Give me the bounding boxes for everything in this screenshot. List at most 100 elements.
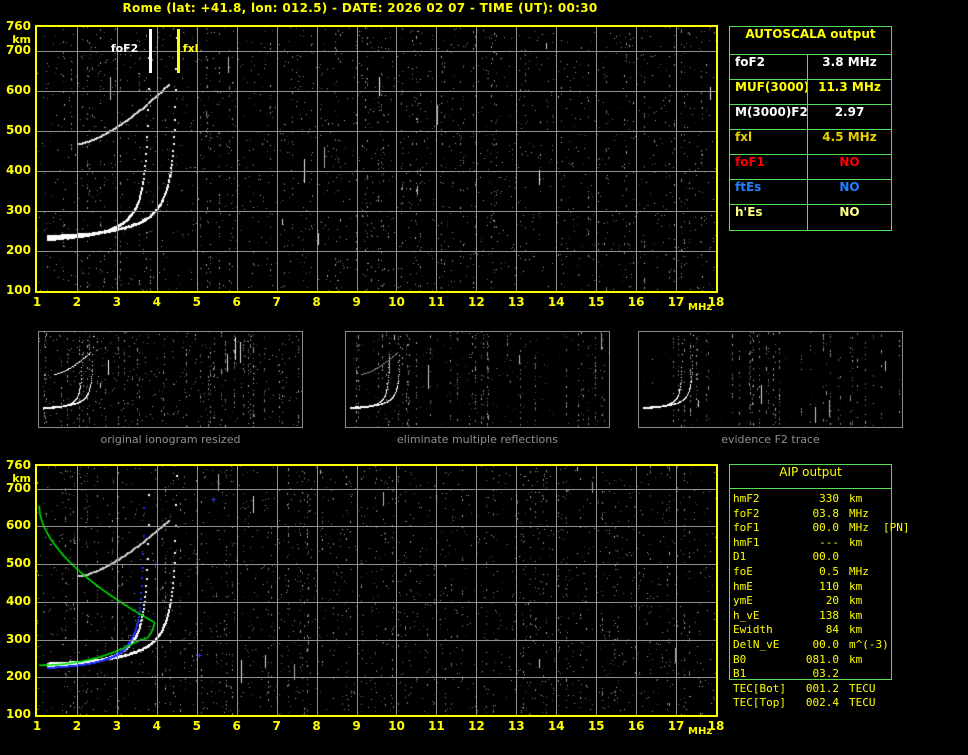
gridline-vertical [236, 466, 238, 715]
aip-rows: hmF2 330 km foF2 03.8 MHz foF1 00.0 MHz [PN] hmF1 -… [729, 492, 959, 711]
gridline-vertical [196, 466, 198, 715]
gridline-vertical [356, 466, 358, 715]
y-axis-tick-label: 700 [5, 480, 31, 495]
autoscala-row: foF1 NO [730, 155, 891, 180]
aip-param-unit: MHz [849, 521, 869, 535]
thumbnail-original-ionogram-resized[interactable] [38, 331, 303, 428]
thumbnail-caption-2: evidence F2 trace [721, 433, 820, 446]
x-axis-tick-label: 3 [112, 295, 122, 309]
x-axis-unit-label: MHz [688, 726, 713, 737]
y-axis-tick-label: 600 [5, 83, 31, 97]
x-axis-tick-label: 2 [72, 719, 82, 733]
thumbnail-caption-1: eliminate multiple reflections [397, 433, 558, 446]
gridline-horizontal [37, 251, 716, 252]
aip-param-name: B1 [733, 667, 747, 681]
x-axis-tick-label: 7 [272, 719, 281, 733]
aip-param-name: ymE [733, 594, 753, 608]
autoscala-param-value: 4.5 MHz [822, 130, 877, 144]
x-axis-tick-label: 5 [192, 719, 201, 733]
aip-row: Ewidth 84 km [729, 623, 959, 638]
y-axis-tick-label: 100 [5, 707, 31, 721]
gridline-horizontal [37, 211, 716, 212]
aip-param-name: h_vE [733, 608, 760, 622]
gridline-vertical [276, 27, 278, 291]
marker-label-fxl: fxl [182, 42, 199, 55]
y-axis-tick-label: 760 [5, 19, 31, 33]
gridline-horizontal [37, 51, 716, 52]
gridline-vertical [556, 27, 558, 291]
marker-label-foF2: foF2 [110, 42, 139, 55]
gridline-horizontal [37, 601, 716, 603]
y-axis-tick-label: 500 [5, 556, 31, 571]
x-axis-tick-label: 8 [312, 719, 321, 733]
gridline-horizontal [37, 715, 716, 716]
autoscala-param-name: foF2 [730, 55, 808, 79]
aip-param-unit: TECU [849, 681, 876, 695]
bottom-ionogram-plot[interactable] [35, 464, 718, 717]
x-axis-tick-label: 18 [707, 719, 725, 733]
aip-param-name: TEC[Top] [733, 696, 786, 710]
autoscala-param-name: MUF(3000)F2 [730, 80, 808, 104]
y-axis-tick-label: 700 [5, 43, 31, 57]
x-axis-tick-label: 2 [72, 295, 82, 309]
gridline-vertical [436, 27, 438, 291]
autoscala-panel: AUTOSCALA output foF2 3.8 MHz MUF(3000)F2 1… [729, 26, 892, 231]
autoscala-param-value: NO [839, 205, 860, 219]
aip-param-value: 110 [819, 579, 839, 593]
x-axis-tick-label: 16 [627, 719, 645, 733]
x-axis-tick-label: 14 [547, 719, 565, 733]
gridline-horizontal [37, 564, 716, 566]
thumbnail-canvas-1 [346, 332, 609, 427]
autoscala-row: ftEs NO [730, 180, 891, 205]
aip-param-name: B0 [733, 652, 747, 666]
x-axis-tick-label: 15 [587, 719, 605, 733]
aip-param-unit: MHz [849, 564, 869, 578]
aip-row: foF2 03.8 MHz [729, 507, 959, 522]
autoscala-param-value: 3.8 MHz [822, 55, 877, 69]
aip-param-value: 03.8 [812, 506, 840, 520]
gridline-vertical [676, 27, 678, 291]
aip-param-value: 00.0 [812, 521, 840, 535]
gridline-vertical [636, 466, 638, 715]
aip-param-value: 20 [825, 594, 839, 608]
gridline-vertical [236, 27, 238, 291]
aip-row: DelN_vE 00.0 m^(-3) [729, 638, 959, 653]
x-axis-tick-label: 6 [232, 719, 241, 733]
page-title: Rome (lat: +41.8, lon: 012.5) - DATE: 20… [122, 1, 598, 15]
gridline-horizontal [37, 639, 716, 641]
x-axis-tick-label: 17 [667, 295, 685, 309]
gridline-vertical [396, 27, 398, 291]
gridline-vertical [76, 466, 78, 715]
aip-header: AIP output [730, 465, 891, 489]
x-axis-tick-label: 9 [352, 295, 361, 309]
x-axis-unit-label: MHz [688, 302, 713, 313]
aip-param-unit: MHz [849, 506, 869, 520]
x-axis-tick-label: 11 [428, 719, 445, 733]
thumbnail-canvas-2 [639, 332, 902, 427]
autoscala-param-name: fxl [730, 130, 808, 154]
aip-param-unit: TECU [849, 696, 876, 710]
aip-param-name: foF1 [733, 521, 760, 535]
marker-line-foF2 [148, 29, 152, 73]
thumbnail-evidence-f2-trace[interactable] [638, 331, 903, 428]
autoscala-row: foF2 3.8 MHz [730, 55, 891, 80]
y-axis-unit-label: km [12, 33, 31, 46]
gridline-vertical [316, 27, 318, 291]
aip-param-name: DelN_vE [733, 637, 780, 651]
gridline-vertical [156, 466, 158, 715]
gridline-vertical [116, 466, 118, 715]
thumbnail-eliminate-multiple-reflections[interactable] [345, 331, 610, 428]
aip-param-value: 081.0 [805, 652, 839, 666]
gridline-vertical [316, 466, 318, 715]
gridline-horizontal [37, 677, 716, 679]
x-axis-tick-label: 4 [152, 295, 161, 309]
x-axis-tick-label: 12 [467, 295, 485, 309]
aip-param-unit: km [849, 535, 863, 549]
top-ionogram-plot[interactable]: foF2 fxl [35, 25, 718, 293]
aip-row: h_vE 138 km [729, 609, 959, 624]
x-axis-tick-label: 10 [388, 295, 405, 309]
aip-row: D1 00.0 [729, 550, 959, 565]
x-axis-tick-label: 5 [192, 295, 201, 309]
y-axis-tick-label: 300 [5, 203, 31, 217]
thumbnail-canvas-0 [39, 332, 302, 427]
